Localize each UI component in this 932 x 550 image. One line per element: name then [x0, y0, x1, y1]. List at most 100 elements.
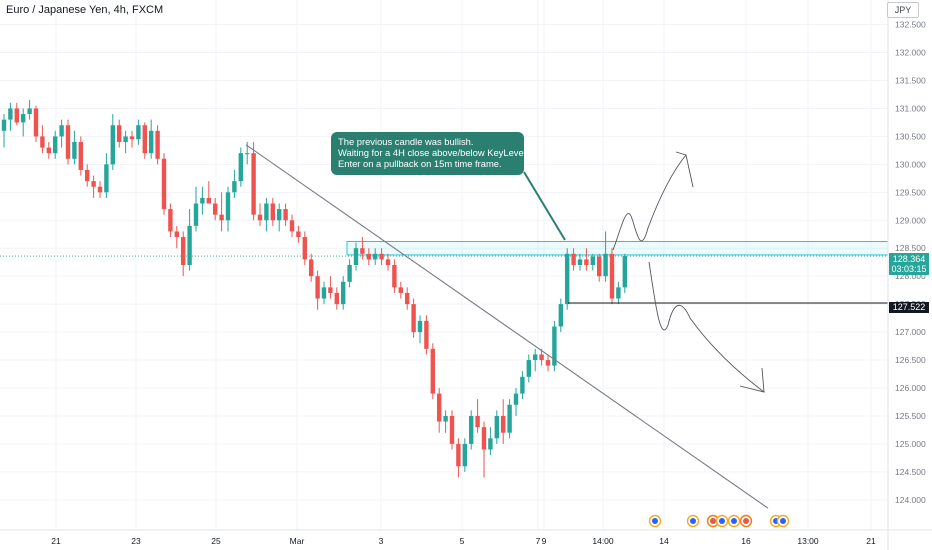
- annotation-pointer: [523, 171, 566, 241]
- candle-body: [577, 259, 583, 265]
- x-tick-label: 23: [131, 536, 141, 546]
- candle-body: [123, 136, 128, 142]
- candle-body: [507, 404, 512, 433]
- candle-body: [78, 142, 83, 170]
- candle-body: [379, 253, 384, 260]
- candle-body: [584, 259, 589, 265]
- y-tick-label: 128.500: [895, 243, 926, 253]
- candle-body: [328, 287, 333, 293]
- x-tick-label: 25: [211, 536, 221, 546]
- event-marker: [686, 514, 700, 528]
- candle-body: [91, 181, 96, 187]
- currency-label[interactable]: JPY: [887, 2, 919, 18]
- candle-body: [245, 153, 250, 155]
- y-tick-label: 132.500: [895, 20, 926, 30]
- candle-body: [59, 125, 64, 137]
- live-price-value: 128.364: [892, 254, 926, 264]
- key-level-zone: [346, 241, 889, 256]
- event-marker: [776, 514, 790, 528]
- candle-body: [104, 164, 109, 193]
- y-tick-label: 124.500: [895, 467, 926, 477]
- candle-body: [449, 415, 455, 444]
- candle-body: [526, 360, 531, 377]
- y-tick-label: 128.000: [895, 271, 926, 281]
- drawings-layer: [245, 144, 888, 528]
- candle-body: [219, 214, 224, 221]
- candle-body: [392, 265, 397, 288]
- x-tick-label: 14:00: [592, 536, 614, 546]
- event-marker-dot: [719, 518, 725, 524]
- candle-body: [366, 253, 371, 260]
- candle-body: [289, 220, 295, 232]
- candle-body: [373, 253, 378, 260]
- x-tick-label: 21: [51, 536, 61, 546]
- candle-body: [65, 125, 71, 159]
- symbol-title[interactable]: Euro / Japanese Yen, 4h, FXCM: [6, 4, 164, 16]
- event-marker: [715, 514, 729, 528]
- x-tick-label: 5: [460, 536, 465, 546]
- candle-body: [264, 203, 269, 221]
- candle-body: [552, 326, 557, 366]
- candle-body: [225, 192, 231, 221]
- candle-body: [85, 169, 90, 182]
- candle-body: [590, 256, 595, 265]
- x-tick-label: 3: [379, 536, 384, 546]
- key-level-zone-layer: [0, 241, 889, 257]
- candle-body: [315, 276, 320, 299]
- candle-body: [302, 237, 307, 260]
- x-tick-label: Mar: [290, 536, 305, 546]
- annotation-line-1: The previous candle was bullish.: [338, 136, 474, 147]
- candle-body: [334, 292, 339, 305]
- candle-body: [14, 108, 19, 123]
- y-tick-label: 126.000: [895, 383, 926, 393]
- candle-body: [341, 281, 346, 305]
- candle-body: [232, 181, 237, 193]
- bullish-path-arrow: [612, 154, 687, 251]
- candle-body: [405, 292, 410, 305]
- candle-body: [417, 320, 423, 333]
- candle-body: [321, 287, 327, 299]
- candle-body: [494, 415, 499, 439]
- candle-body: [117, 125, 122, 142]
- annotation-line-3: Enter on a pullback on 15m time frame.: [338, 158, 502, 169]
- candle-body: [251, 153, 256, 215]
- candle-body: [136, 125, 141, 140]
- key-level-tag: 127.522: [889, 302, 929, 313]
- candle-body: [21, 114, 26, 123]
- candle-body: [360, 248, 365, 254]
- bearish-arrowhead: [739, 367, 765, 393]
- event-marker-dot: [743, 518, 749, 524]
- candle-body: [129, 136, 135, 140]
- candle-countdown: 03:03:15: [891, 264, 927, 274]
- candle-body: [609, 253, 615, 299]
- x-tick-label: 13:00: [797, 536, 819, 546]
- candle-body: [155, 130, 160, 159]
- candle-body: [469, 415, 474, 444]
- annotation-note[interactable]: The previous candle was bullish. Waiting…: [331, 132, 528, 175]
- x-tick-label: 21: [866, 536, 876, 546]
- event-marker: [648, 514, 662, 528]
- x-tick-label: 9: [542, 536, 547, 546]
- candle-body: [385, 259, 391, 265]
- candle-body: [622, 256, 627, 288]
- candle-body: [353, 248, 359, 265]
- candle-body: [27, 108, 32, 115]
- candle-body: [545, 360, 551, 366]
- candle-body: [149, 130, 154, 154]
- candle-body: [110, 125, 115, 165]
- candle-body: [8, 108, 13, 120]
- y-tick-label: 129.500: [895, 187, 926, 197]
- candles-layer: [1, 100, 627, 478]
- candle-body: [174, 231, 179, 238]
- event-marker-dot: [690, 518, 696, 524]
- bullish-arrowhead: [675, 151, 694, 188]
- candle-body: [520, 376, 525, 394]
- event-marker: [739, 514, 753, 528]
- candle-body: [213, 203, 218, 215]
- candle-body: [46, 147, 51, 154]
- candle-body: [97, 186, 103, 193]
- candle-body: [40, 136, 45, 148]
- candle-body: [597, 256, 602, 277]
